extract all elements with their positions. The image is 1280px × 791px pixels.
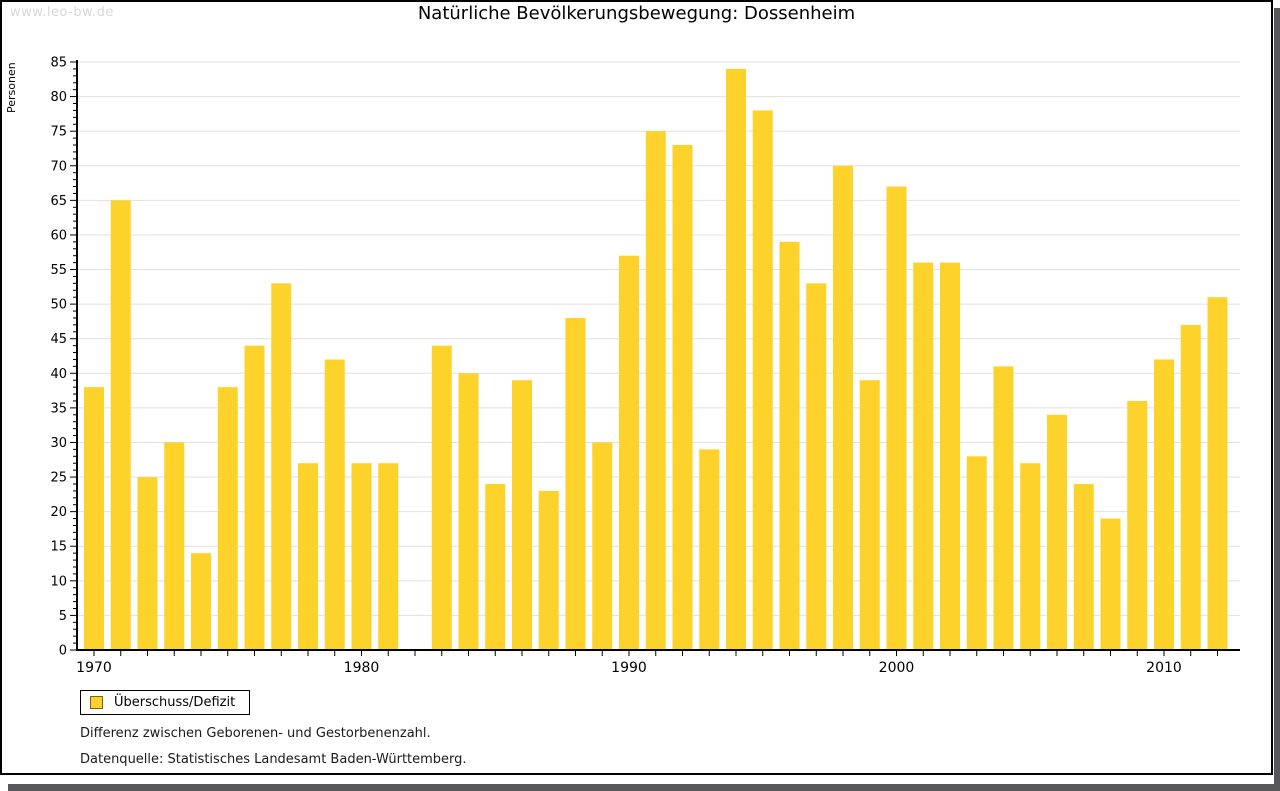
- x-axis: 1970 1980 1990 2000 2010: [76, 651, 1218, 676]
- x-tick-label: 1970: [76, 660, 112, 676]
- y-tick-label: 5: [59, 609, 67, 624]
- bar-1974: [191, 553, 211, 649]
- y-tick-label: 70: [50, 159, 67, 174]
- x-tick-label: 2010: [1146, 660, 1182, 676]
- bar-1989: [592, 442, 613, 649]
- y-tick-label: 50: [50, 298, 67, 313]
- bar-1985: [485, 483, 506, 649]
- x-tick-label: 1990: [611, 660, 647, 676]
- legend-label: Überschuss/Defizit: [114, 695, 236, 710]
- bar-1971: [110, 200, 131, 649]
- bar-1997: [806, 283, 827, 649]
- y-tick-label: 75: [50, 125, 67, 140]
- y-tick-label: 35: [50, 401, 67, 416]
- bar-1975: [217, 387, 238, 649]
- legend: Überschuss/Defizit: [80, 690, 251, 715]
- y-tick-label: 65: [50, 194, 67, 209]
- bar-2011: [1180, 324, 1201, 649]
- bar-1993: [699, 449, 720, 649]
- bar-2012: [1207, 297, 1228, 649]
- bar-2001: [913, 262, 934, 649]
- chart-title: Natürliche Bevölkerungsbewegung: Dossenh…: [417, 3, 856, 24]
- legend-swatch: [90, 696, 103, 709]
- bar-1992: [672, 145, 693, 649]
- bar-1999: [859, 380, 880, 649]
- watermark: www.leo-bw.de: [10, 5, 114, 20]
- bar-2008: [1100, 518, 1121, 649]
- y-tick-label: 80: [50, 90, 67, 105]
- panel-shadow-right: [1274, 8, 1280, 791]
- bar-2000: [886, 186, 907, 650]
- y-tick-label: 60: [50, 228, 67, 243]
- footnote-definition: Differenz zwischen Geborenen- und Gestor…: [80, 726, 431, 741]
- y-tick-label: 55: [50, 263, 67, 278]
- bar-1998: [833, 165, 853, 649]
- bar-1983: [431, 345, 452, 649]
- bar-1994: [726, 68, 746, 649]
- bar-2002: [940, 262, 960, 649]
- bar-1970: [84, 387, 104, 649]
- y-tick-label: 40: [50, 367, 67, 382]
- y-tick-label: 10: [50, 574, 67, 589]
- y-tick-label: 25: [50, 471, 67, 486]
- y-tick-label: 30: [50, 436, 67, 451]
- bar-1987: [538, 490, 559, 649]
- bar-2007: [1073, 483, 1094, 649]
- x-tick-label: 2000: [879, 660, 915, 676]
- bar-1986: [512, 380, 532, 649]
- bar-1977: [271, 283, 292, 649]
- bar-1978: [298, 463, 318, 649]
- y-tick-label: 15: [50, 540, 67, 555]
- panel-shadow-bottom: [8, 784, 1280, 791]
- x-tick-label: 1980: [344, 660, 380, 676]
- y-tick-label: 0: [59, 644, 67, 659]
- bar-1980: [351, 463, 372, 649]
- bar-1972: [137, 477, 158, 649]
- footnote-source: Datenquelle: Statistisches Landesamt Bad…: [80, 752, 467, 767]
- bar-1996: [779, 241, 800, 649]
- bars-group: [84, 68, 1228, 650]
- bar-1991: [645, 131, 666, 650]
- bar-1990: [619, 255, 639, 649]
- bar-1988: [565, 317, 586, 649]
- bar-2009: [1127, 400, 1148, 649]
- y-tick-label: 85: [50, 56, 67, 71]
- bar-2004: [993, 366, 1014, 649]
- bar-1976: [244, 345, 265, 649]
- bar-2005: [1020, 463, 1041, 649]
- bar-1984: [458, 373, 479, 649]
- y-tick-label: 20: [50, 505, 67, 520]
- bar-1981: [378, 463, 399, 649]
- bar-1973: [164, 442, 185, 649]
- bar-2006: [1047, 414, 1067, 649]
- bar-1979: [324, 359, 345, 649]
- bar-2010: [1154, 359, 1174, 649]
- y-tick-label: 45: [50, 332, 67, 347]
- y-axis: 0 5 10 15 20 25 30 35 40 45 50 55 60 65 70 75 80 85: [50, 56, 77, 659]
- bar-2003: [966, 456, 987, 649]
- bar-1995: [752, 110, 773, 650]
